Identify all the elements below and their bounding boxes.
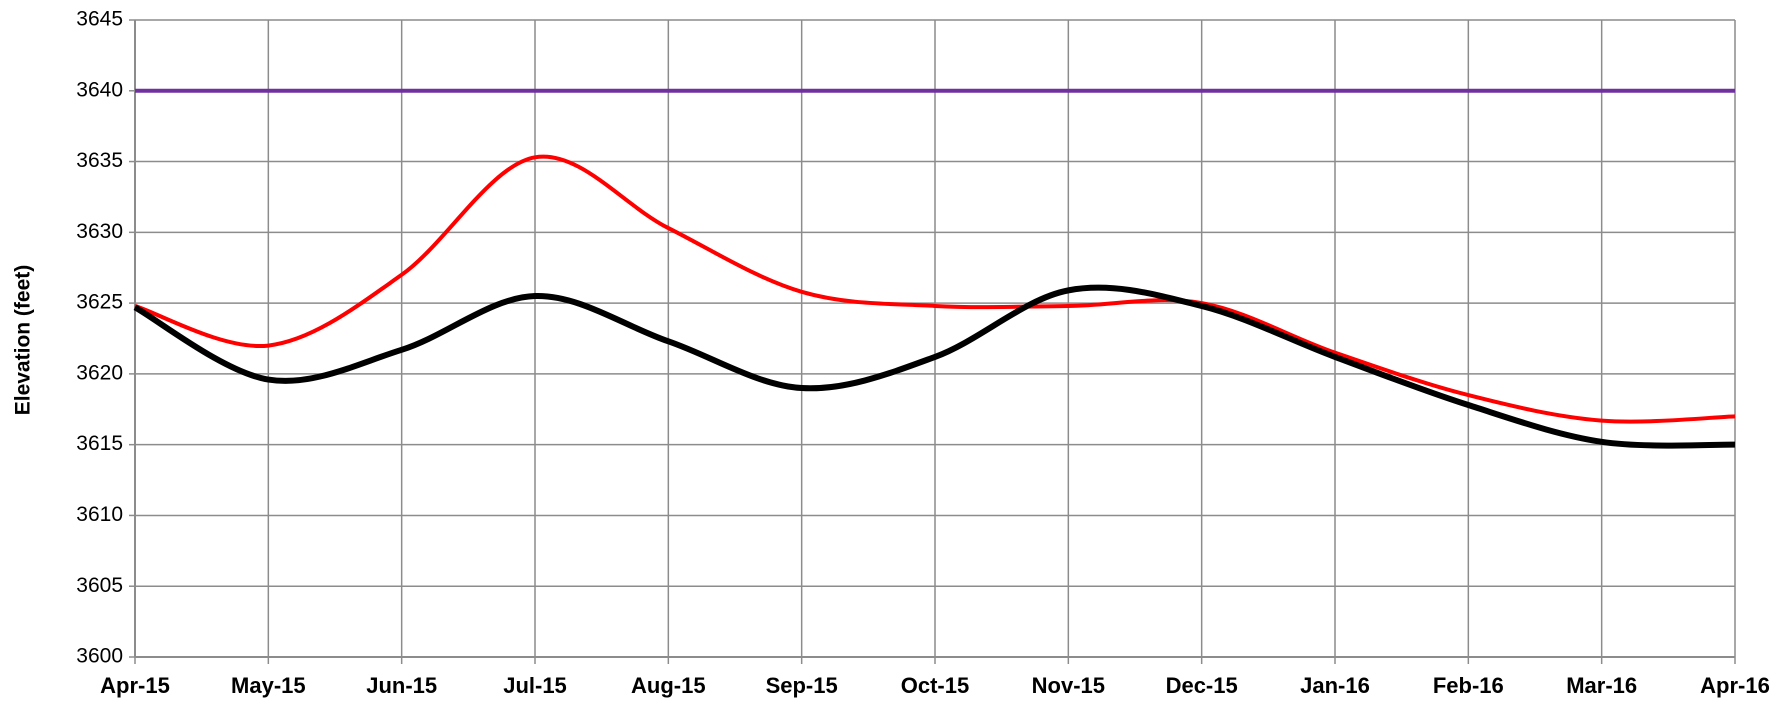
x-tick-label: Apr-15 <box>100 673 170 698</box>
y-tick-label: 3625 <box>76 291 123 314</box>
y-tick-label: 3640 <box>76 78 123 101</box>
x-tick-label: Feb-16 <box>1433 673 1504 698</box>
line-series <box>133 284 1736 449</box>
x-tick-label: Apr-16 <box>1700 673 1770 698</box>
y-tick-label: 3645 <box>76 8 123 31</box>
x-tick-label: Jul-15 <box>503 673 567 698</box>
x-tick-label: Nov-15 <box>1032 673 1105 698</box>
y-tick-label: 3615 <box>76 432 123 455</box>
y-tick-label: 3605 <box>76 574 123 597</box>
x-tick-label: Aug-15 <box>631 673 706 698</box>
x-tick-label: Jan-16 <box>1300 673 1370 698</box>
y-axis-label: Elevation (feet) <box>12 265 35 416</box>
x-tick-label: Dec-15 <box>1166 673 1238 698</box>
x-tick-label: Mar-16 <box>1566 673 1637 698</box>
y-tick-label: 3630 <box>76 220 123 243</box>
y-tick-label: 3635 <box>76 149 123 172</box>
line-series <box>134 154 1736 424</box>
y-tick-label: 3600 <box>76 645 123 668</box>
y-tick-label: 3610 <box>76 503 123 526</box>
x-tick-label: May-15 <box>231 673 306 698</box>
x-tick-label: Jun-15 <box>366 673 437 698</box>
y-tick-label: 3620 <box>76 361 123 384</box>
x-tick-label: Oct-15 <box>901 673 969 698</box>
x-tick-label: Sep-15 <box>766 673 838 698</box>
